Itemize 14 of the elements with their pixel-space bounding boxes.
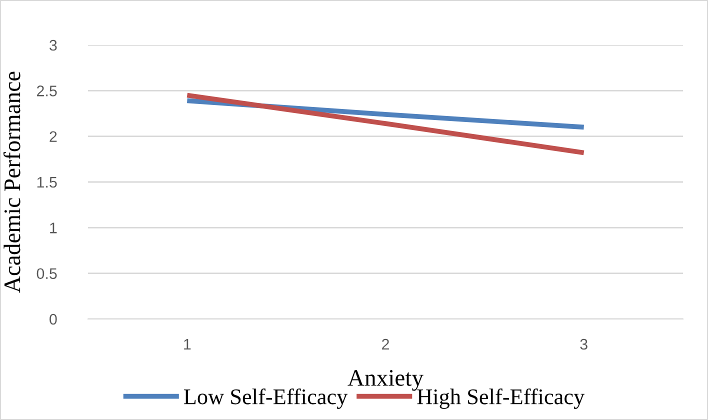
legend-label: High Self-Efficacy — [417, 388, 585, 409]
y-tick-label: 1 — [50, 222, 57, 234]
x-tick-label: 1 — [184, 339, 191, 350]
legend-label: Low Self-Efficacy — [184, 388, 348, 409]
x-axis-title: Anxiety — [348, 370, 424, 391]
y-tick-label: 1.5 — [37, 177, 57, 188]
y-tick-label: 0 — [50, 314, 57, 325]
y-tick-label: 2.5 — [36, 86, 57, 96]
x-tick-label: 2 — [382, 338, 389, 350]
y-tick-label: 3 — [50, 40, 57, 51]
y-axis-title: Academic Performance — [3, 72, 20, 293]
y-tick-label: 2 — [50, 131, 57, 142]
y-tick-label: 0.5 — [36, 268, 57, 280]
x-tick-label: 3 — [580, 338, 588, 350]
